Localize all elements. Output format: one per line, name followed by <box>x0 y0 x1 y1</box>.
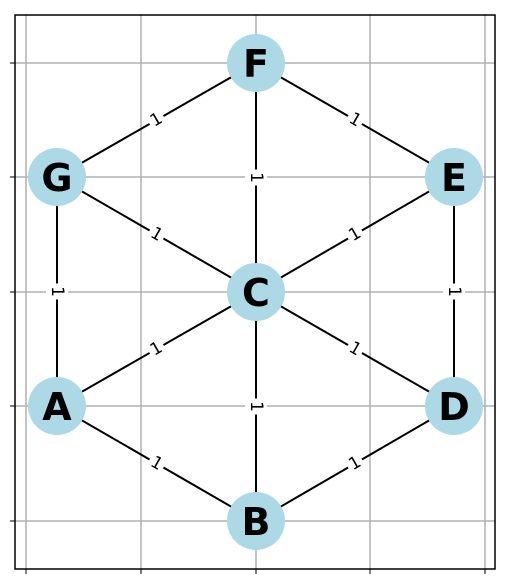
node-label: D <box>438 385 470 429</box>
edge-weight: 1 <box>246 172 266 183</box>
edge-label-background <box>144 449 169 478</box>
edge-label-background <box>443 283 465 300</box>
edge-label-f-e: 1 <box>342 106 368 134</box>
nodes: F G E C A D B <box>28 34 483 550</box>
edge-label-f-c: 1 <box>245 169 267 186</box>
edge-label-background <box>342 220 368 249</box>
node-d: D <box>425 377 483 435</box>
edge-label-d-b: 1 <box>342 449 368 478</box>
edge-label-background <box>342 449 368 478</box>
node-b: B <box>227 492 285 550</box>
edge-label-g-c: 1 <box>144 220 169 249</box>
node-circle <box>28 148 86 206</box>
edge-label-background <box>342 335 368 363</box>
edge-label-e-d: 1 <box>443 283 465 300</box>
edge-label-background <box>144 106 169 134</box>
edge-label-background <box>245 169 267 186</box>
edge-label-a-b: 1 <box>144 449 169 478</box>
edge-label-a-c: 1 <box>144 335 169 363</box>
edge-label-g-a: 1 <box>46 283 68 300</box>
edge-label-background <box>245 398 267 415</box>
edge-label-background <box>144 335 169 363</box>
node-circle <box>425 148 483 206</box>
node-circle <box>28 377 86 435</box>
node-a: A <box>28 377 86 435</box>
edge-label-background <box>144 220 169 249</box>
edge-weight: 1 <box>444 286 464 297</box>
node-label: G <box>41 156 72 200</box>
axis-ticks <box>10 62 486 574</box>
edge-label-background <box>342 106 368 134</box>
node-label: F <box>243 42 269 86</box>
node-label: B <box>242 500 271 544</box>
edge-label-c-b: 1 <box>245 398 267 415</box>
edge-weight: 1 <box>47 286 67 297</box>
edge-weight: 1 <box>246 401 266 412</box>
node-f: F <box>227 34 285 92</box>
node-circle <box>425 377 483 435</box>
edge-label-f-g: 1 <box>144 106 169 134</box>
edge-labels: 1 1 1 1 1 1 1 1 1 1 1 1 <box>46 106 465 478</box>
node-label: E <box>441 156 467 200</box>
node-circle <box>227 492 285 550</box>
node-circle <box>227 263 285 321</box>
edge-label-e-c: 1 <box>342 220 368 249</box>
node-label: C <box>242 271 270 315</box>
edge-label-c-d: 1 <box>342 335 368 363</box>
node-g: G <box>28 148 86 206</box>
node-c: C <box>227 263 285 321</box>
node-circle <box>227 34 285 92</box>
edge-label-background <box>46 283 68 300</box>
node-label: A <box>42 385 72 429</box>
node-e: E <box>425 148 483 206</box>
